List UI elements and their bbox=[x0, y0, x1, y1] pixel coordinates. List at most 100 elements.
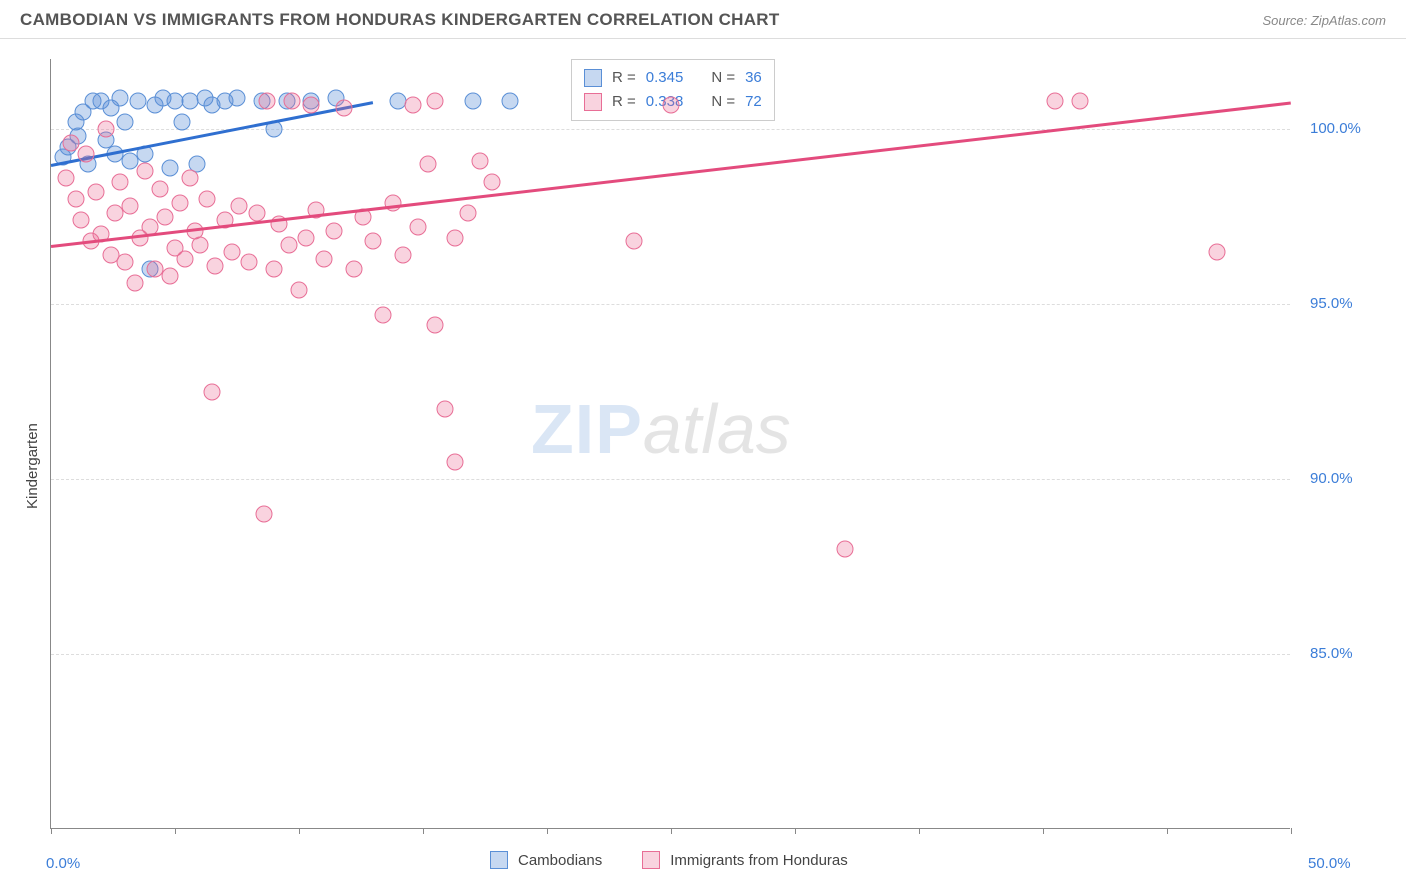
scatter-point bbox=[204, 383, 221, 400]
scatter-point bbox=[137, 163, 154, 180]
scatter-point bbox=[122, 198, 139, 215]
scatter-point bbox=[266, 261, 283, 278]
legend-swatch-blue bbox=[584, 69, 602, 87]
x-tick bbox=[671, 828, 672, 834]
scatter-point bbox=[181, 170, 198, 187]
scatter-point bbox=[303, 96, 320, 113]
chart-container: Kindergarten ZIPatlas R = 0.345 N = 36 R… bbox=[0, 39, 1406, 889]
scatter-point bbox=[427, 317, 444, 334]
scatter-point bbox=[87, 184, 104, 201]
gridline bbox=[51, 304, 1290, 305]
gridline bbox=[51, 654, 1290, 655]
scatter-point bbox=[283, 93, 300, 110]
scatter-point bbox=[315, 250, 332, 267]
scatter-point bbox=[395, 247, 412, 264]
scatter-point bbox=[484, 173, 501, 190]
y-tick-label: 95.0% bbox=[1310, 295, 1353, 312]
scatter-point bbox=[112, 173, 129, 190]
chart-title: CAMBODIAN VS IMMIGRANTS FROM HONDURAS KI… bbox=[20, 10, 780, 30]
scatter-point bbox=[152, 180, 169, 197]
scatter-point bbox=[241, 254, 258, 271]
x-axis-max-label: 50.0% bbox=[1308, 855, 1351, 872]
watermark: ZIPatlas bbox=[531, 389, 791, 469]
r-label: R = bbox=[612, 90, 636, 114]
legend-label-honduras: Immigrants from Honduras bbox=[670, 852, 848, 869]
r-value: 0.345 bbox=[646, 66, 684, 90]
scatter-point bbox=[248, 205, 265, 222]
scatter-point bbox=[464, 93, 481, 110]
scatter-point bbox=[291, 282, 308, 299]
scatter-point bbox=[229, 89, 246, 106]
scatter-point bbox=[256, 506, 273, 523]
scatter-point bbox=[625, 233, 642, 250]
x-tick bbox=[547, 828, 548, 834]
scatter-point bbox=[72, 212, 89, 229]
scatter-point bbox=[206, 257, 223, 274]
x-tick bbox=[1291, 828, 1292, 834]
scatter-point bbox=[405, 96, 422, 113]
scatter-point bbox=[258, 93, 275, 110]
x-tick bbox=[1043, 828, 1044, 834]
plot-area: ZIPatlas R = 0.345 N = 36 R = 0.338 N = … bbox=[50, 59, 1290, 829]
y-axis-label: Kindergarten bbox=[24, 423, 41, 509]
watermark-atlas: atlas bbox=[643, 390, 791, 468]
scatter-point bbox=[447, 453, 464, 470]
scatter-point bbox=[67, 191, 84, 208]
n-label: N = bbox=[711, 66, 735, 90]
scatter-point bbox=[199, 191, 216, 208]
scatter-point bbox=[325, 222, 342, 239]
scatter-point bbox=[117, 114, 134, 131]
scatter-point bbox=[365, 233, 382, 250]
x-tick bbox=[423, 828, 424, 834]
y-tick-label: 90.0% bbox=[1310, 470, 1353, 487]
scatter-point bbox=[836, 541, 853, 558]
chart-source: Source: ZipAtlas.com bbox=[1262, 13, 1386, 28]
scatter-point bbox=[112, 89, 129, 106]
y-tick-label: 100.0% bbox=[1310, 120, 1361, 137]
n-label: N = bbox=[711, 90, 735, 114]
scatter-point bbox=[117, 254, 134, 271]
scatter-point bbox=[224, 243, 241, 260]
scatter-point bbox=[57, 170, 74, 187]
x-tick bbox=[299, 828, 300, 834]
scatter-point bbox=[77, 145, 94, 162]
scatter-point bbox=[127, 275, 144, 292]
scatter-point bbox=[176, 250, 193, 267]
watermark-zip: ZIP bbox=[531, 390, 643, 468]
scatter-point bbox=[298, 229, 315, 246]
scatter-point bbox=[162, 159, 179, 176]
trend-line bbox=[51, 101, 1291, 247]
scatter-point bbox=[1047, 93, 1064, 110]
n-value: 72 bbox=[745, 90, 762, 114]
y-tick-label: 85.0% bbox=[1310, 645, 1353, 662]
scatter-point bbox=[1072, 93, 1089, 110]
scatter-point bbox=[97, 121, 114, 138]
scatter-point bbox=[345, 261, 362, 278]
x-tick bbox=[919, 828, 920, 834]
r-label: R = bbox=[612, 66, 636, 90]
legend-label-cambodians: Cambodians bbox=[518, 852, 602, 869]
legend-swatch-blue bbox=[490, 851, 508, 869]
scatter-point bbox=[501, 93, 518, 110]
scatter-point bbox=[427, 93, 444, 110]
legend-row-cambodians: R = 0.345 N = 36 bbox=[584, 66, 762, 90]
scatter-point bbox=[191, 236, 208, 253]
x-tick bbox=[1167, 828, 1168, 834]
scatter-point bbox=[162, 268, 179, 285]
scatter-point bbox=[129, 93, 146, 110]
scatter-point bbox=[174, 114, 191, 131]
scatter-point bbox=[437, 401, 454, 418]
chart-header: CAMBODIAN VS IMMIGRANTS FROM HONDURAS KI… bbox=[0, 0, 1406, 39]
scatter-point bbox=[231, 198, 248, 215]
n-value: 36 bbox=[745, 66, 762, 90]
scatter-point bbox=[1208, 243, 1225, 260]
scatter-point bbox=[62, 135, 79, 152]
x-axis-min-label: 0.0% bbox=[46, 855, 80, 872]
legend-swatch-pink bbox=[584, 93, 602, 111]
scatter-point bbox=[419, 156, 436, 173]
scatter-point bbox=[281, 236, 298, 253]
scatter-point bbox=[157, 208, 174, 225]
legend-swatch-pink bbox=[642, 851, 660, 869]
scatter-point bbox=[375, 306, 392, 323]
x-tick bbox=[175, 828, 176, 834]
